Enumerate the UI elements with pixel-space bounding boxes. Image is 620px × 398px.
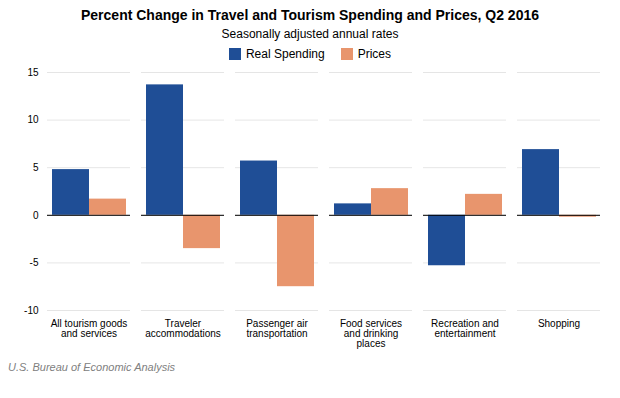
html-text:Seasonally adjusted annual rat: Seasonally adjusted annual rates [221, 27, 399, 41]
svg-text:All tourism goodsand services: All tourism goodsand services [51, 318, 128, 339]
html-text:Real Spending: Real Spending [246, 47, 325, 61]
svg-text:5: 5 [33, 162, 39, 173]
html-text:Percent Change in Travel and T: Percent Change in Travel and Tourism Spe… [81, 7, 539, 23]
svg-text:-10: -10 [24, 305, 39, 316]
svg-text:15: 15 [27, 67, 39, 78]
svg-text:Shopping: Shopping [538, 318, 580, 329]
svg-text:Passenger airtransportation: Passenger airtransportation [246, 318, 308, 339]
svg-text:Recreation andentertainment: Recreation andentertainment [431, 318, 499, 339]
html-text:Prices: Prices [357, 47, 391, 61]
svg-text:Food servicesand drinkingplace: Food servicesand drinkingplaces [340, 318, 402, 349]
html-text:U.S. Bureau of Economic Analys: U.S. Bureau of Economic Analysis [8, 361, 176, 373]
svg-text:-5: -5 [30, 257, 39, 268]
svg-text:10: 10 [27, 114, 39, 125]
svg-text:0: 0 [33, 210, 39, 221]
svg-text:Traveleraccommodations: Traveleraccommodations [145, 318, 221, 339]
